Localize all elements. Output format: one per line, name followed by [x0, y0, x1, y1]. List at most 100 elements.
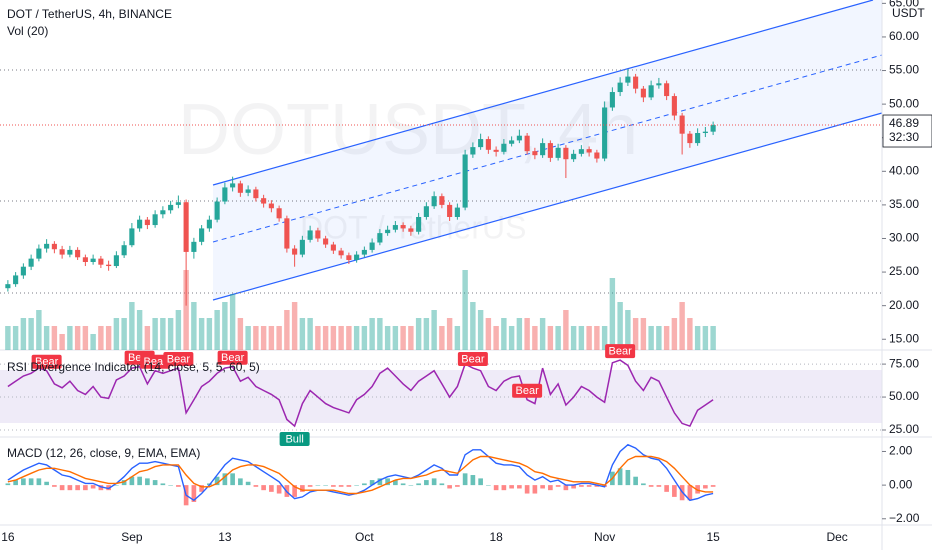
volume-bar [36, 310, 42, 350]
macd-histogram-bar [214, 476, 220, 486]
candle-body [423, 206, 429, 217]
candle-body [137, 219, 143, 229]
macd-histogram-bar [323, 485, 328, 486]
y-tick-label: −2.00 [889, 511, 920, 525]
candle-body [183, 202, 189, 252]
x-tick-label: 15 [706, 530, 720, 544]
macd-histogram-bar [478, 478, 483, 486]
volume-bar [524, 318, 530, 350]
channel-middle [212, 54, 883, 243]
macd-histogram-bar [393, 480, 398, 486]
volume-bar [229, 294, 236, 350]
x-tick-label: 16 [1, 530, 15, 544]
volume-bar [694, 326, 701, 350]
volume-bar [632, 318, 639, 350]
rsi-line [7, 359, 714, 428]
candle-body [75, 249, 81, 258]
divergence-label: Bear [221, 352, 245, 364]
divergence-label: Bear [609, 346, 633, 358]
volume-bar [98, 326, 104, 350]
macd-histogram-bar [695, 485, 700, 494]
candle-body [695, 133, 701, 144]
macd-histogram-bar [424, 480, 429, 486]
macd-histogram-bar [439, 483, 445, 486]
candle-body [454, 207, 460, 217]
volume-bar [601, 326, 608, 350]
y-tick-label: 15.00 [889, 331, 919, 345]
volume-bar [640, 318, 647, 350]
volume-bar [516, 318, 523, 350]
y-tick-label: 35.00 [889, 197, 919, 211]
candle-body [90, 258, 96, 262]
divergence-label: Bull [285, 433, 303, 445]
volume-bar [245, 326, 251, 350]
candle-body [129, 228, 135, 246]
macd-histogram-bar [431, 478, 437, 486]
candle-body [702, 131, 708, 134]
macd-histogram-bar [253, 485, 259, 487]
candle-body [28, 258, 34, 267]
macd-histogram-bar [168, 485, 173, 486]
volume-bar [470, 302, 476, 350]
channel-upper [212, 0, 874, 186]
candle-body [664, 83, 670, 97]
candle-body [385, 229, 391, 234]
macd-histogram-bar [672, 485, 677, 497]
y-tick-label: 50.00 [889, 96, 919, 110]
candle-body [237, 183, 243, 193]
volume-bar [82, 326, 89, 350]
macd-histogram-bar [315, 485, 321, 486]
macd-histogram-bar [362, 483, 367, 486]
macd-histogram-bar [385, 478, 390, 486]
divergence-badge [217, 350, 248, 365]
y-tick-label: 25.00 [889, 422, 919, 436]
candle-body [67, 249, 73, 255]
volume-bar [5, 326, 11, 350]
y-tick-label: 0.00 [889, 477, 913, 491]
last-price-label: 46.89 [889, 116, 919, 130]
rsi-band [0, 370, 882, 423]
candle-body [377, 233, 383, 243]
macd-histogram-bar [532, 485, 538, 494]
volume-bar [338, 326, 344, 350]
macd-line [7, 455, 714, 495]
volume-bar [656, 326, 662, 350]
volume-bar [532, 326, 538, 350]
volume-bar [90, 334, 96, 350]
volume-bar [129, 302, 135, 350]
macd-histogram-bar [377, 478, 383, 486]
volume-bar [408, 326, 414, 350]
y-tick-label: 55.00 [889, 63, 919, 77]
y-tick-label: 25.00 [889, 264, 919, 278]
volume-bar [167, 318, 174, 350]
candle-body [284, 218, 290, 249]
macd-histogram-bar [594, 485, 600, 487]
volume-bar [160, 318, 166, 350]
candle-body [416, 216, 422, 232]
macd-histogram-bar [176, 485, 181, 487]
divergence-badge [31, 354, 62, 369]
candle-body [617, 82, 623, 93]
candle-body [540, 143, 546, 156]
candle-body [679, 115, 685, 134]
volume-bar [400, 326, 406, 350]
candle-body [354, 254, 360, 260]
candle-body [113, 255, 119, 267]
macd-histogram-bar [75, 485, 80, 491]
macd-histogram-bar [710, 485, 716, 487]
volume-bar [20, 318, 27, 350]
x-tick-label: Nov [594, 530, 615, 544]
macd-histogram-bar [517, 485, 522, 489]
macd-histogram-bar [617, 468, 623, 486]
volume-bar [51, 326, 58, 350]
volume-bar [59, 334, 65, 350]
volume-bar [28, 318, 34, 350]
macd-histogram-bar [245, 481, 251, 486]
y-tick-label: 20.00 [889, 298, 919, 312]
volume-bar [679, 302, 685, 350]
divergence-badge [457, 352, 488, 367]
volume-bar [555, 326, 561, 350]
macd-histogram-bar [656, 485, 662, 487]
volume-bar [431, 310, 437, 350]
rsi-legend: RSI Divergence Indicator (14, close, 5, … [7, 360, 260, 374]
